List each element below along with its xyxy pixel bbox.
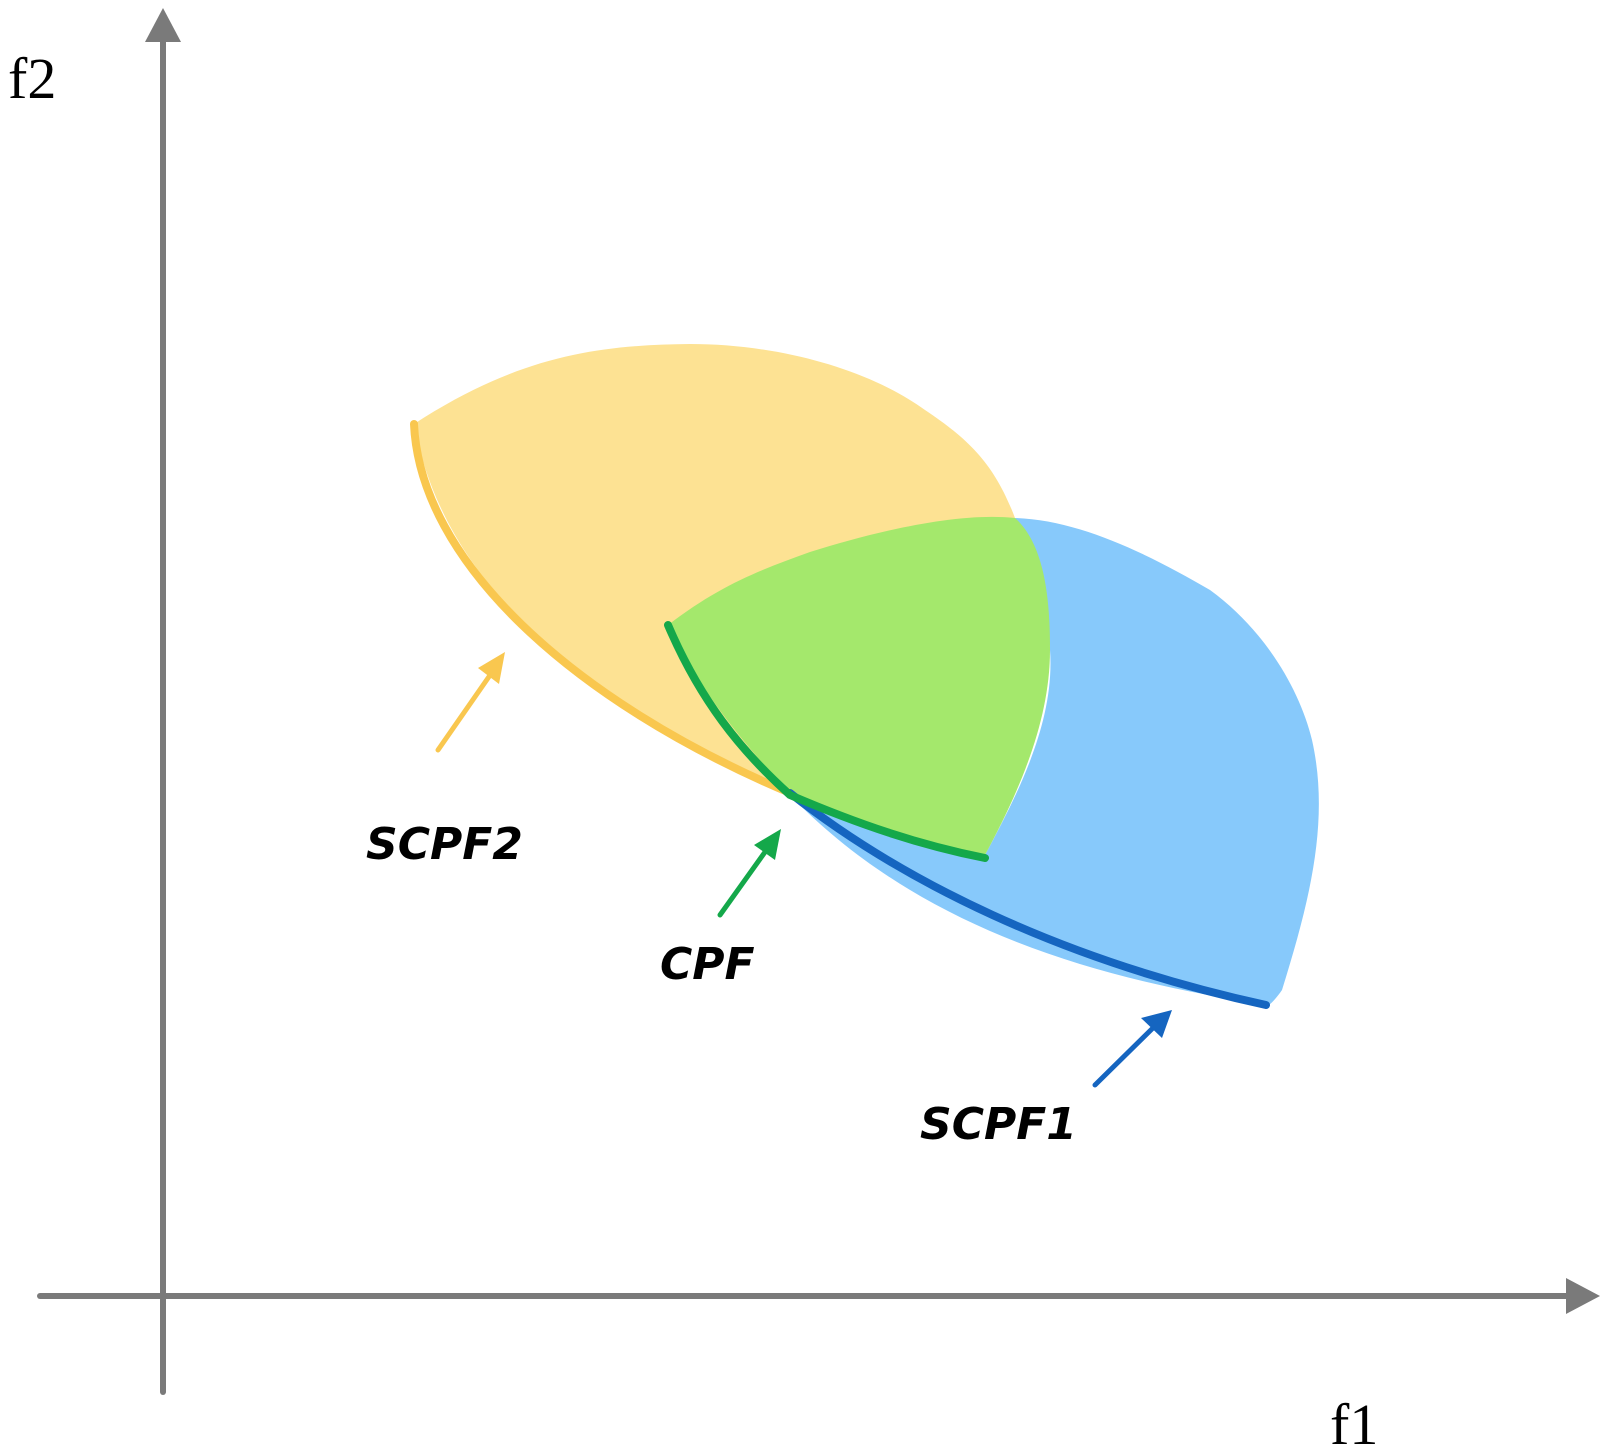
y-axis-arrowhead xyxy=(145,8,181,42)
y-axis-label: f2 xyxy=(8,46,56,111)
scpf1-label: SCPF1 xyxy=(920,1099,1077,1150)
scpf2-pointer-arrow xyxy=(435,652,505,753)
cpf-label: CPF xyxy=(660,939,755,990)
cpf-front-curve xyxy=(664,621,989,862)
scpf1-pointer-arrow xyxy=(1092,1010,1172,1088)
scpf2-label: SCPF2 xyxy=(366,819,523,870)
x-axis-arrowhead xyxy=(1566,1278,1600,1314)
cpf-pointer-arrow xyxy=(717,829,781,918)
cpf-region xyxy=(668,516,1050,855)
scpf1-front-curve xyxy=(786,789,1270,1009)
scpf2-front-curve xyxy=(410,420,794,797)
x-axis-label: f1 xyxy=(1330,1392,1378,1444)
